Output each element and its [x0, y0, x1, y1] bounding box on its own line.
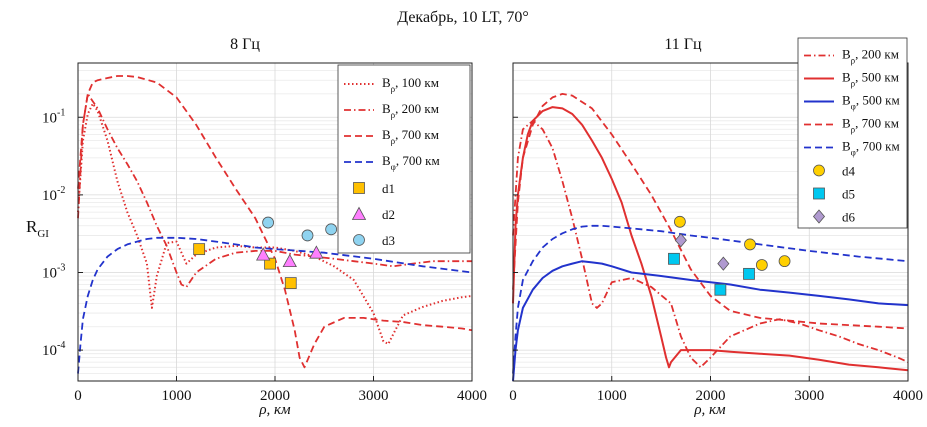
axis-ticks: 0 1000 2000 3000 4000 [509, 116, 923, 404]
x-axis-label: ρ, км [258, 402, 291, 418]
chart-title: 8 Гц [230, 36, 260, 53]
series-line-4 [512, 224, 909, 374]
marker-d5 [668, 252, 680, 265]
y-axis-label-sub: GI [37, 228, 49, 240]
series-line-0 [512, 119, 909, 369]
marker-d6 [717, 256, 730, 271]
x-tick-label: 4000 [893, 388, 923, 404]
marker-d1 [264, 257, 276, 270]
series-line-3 [77, 236, 473, 374]
legend-marker-d4 [813, 164, 825, 177]
marker-d1 [284, 277, 297, 290]
marker-d6 [674, 233, 687, 248]
series-line-1 [512, 106, 909, 372]
legend-marker-d3 [353, 234, 365, 246]
x-tick-label: 3000 [794, 388, 824, 404]
y-axis-label: RGI [26, 217, 49, 240]
marker-d4 [673, 215, 686, 228]
data-markers [668, 215, 791, 296]
figure-suptitle: Декабрь, 10 LT, 70° [397, 9, 529, 26]
legend-label: d1 [382, 181, 395, 196]
legend-label: Bφ, 500 км [842, 93, 900, 112]
chart-title: 11 Гц [664, 36, 702, 53]
marker-d3 [325, 223, 338, 236]
legend-label: Bρ, 700 км [842, 116, 899, 135]
x-axis-label: ρ, км [693, 402, 726, 418]
x-tick-label: 0 [509, 388, 517, 404]
legend-label: Bρ, 200 км [382, 101, 439, 120]
x-tick-label: 2000 [696, 388, 726, 404]
marker-d4 [755, 259, 768, 271]
legend: Bρ, 100 км Bρ, 200 км Bρ, 700 км Bφ, 700 км… [337, 64, 471, 254]
legend-label: d5 [842, 187, 855, 202]
y-tick-label: 10-1 [42, 107, 65, 126]
legend-label: Bρ, 500 км [842, 70, 899, 89]
legend-label: Bφ, 700 км [382, 153, 440, 172]
legend-label: d4 [842, 164, 856, 179]
marker-d5 [743, 267, 755, 280]
marker-d2 [256, 247, 271, 261]
x-tick-label: 1000 [162, 388, 192, 404]
y-tick-label: 10-2 [42, 185, 65, 204]
y-tick-label: 10-3 [42, 262, 65, 281]
marker-d2 [282, 253, 297, 268]
legend-label: d6 [842, 210, 856, 225]
legend-marker-d1 [353, 182, 365, 194]
marker-d1 [193, 243, 206, 256]
y-axis-label-main: R [26, 217, 38, 236]
x-tick-label: 4000 [457, 388, 487, 404]
legend-marker-d5 [813, 187, 825, 200]
legend-label: d3 [382, 233, 395, 248]
series-line-2 [512, 260, 909, 382]
chart-panel-8hz: 8 Гц 0 1000 2000 3000 4000 10-4 10-3 10-2 10-1 ρ… [26, 36, 487, 418]
legend: Bρ, 200 км Bρ, 500 км Bφ, 500 км Bρ, 700 км… [797, 37, 908, 229]
series-lines [77, 75, 473, 374]
series-line-2 [77, 75, 473, 369]
legend-label: Bρ, 100 км [382, 75, 439, 94]
x-tick-label: 1000 [597, 388, 627, 404]
x-tick-label: 0 [74, 388, 82, 404]
marker-d5 [714, 283, 727, 296]
series-line-3 [512, 93, 909, 330]
legend-label: Bρ, 700 км [382, 127, 439, 146]
series-line-1 [77, 93, 472, 288]
legend-box [337, 64, 471, 254]
data-markers [193, 216, 338, 290]
marker-d4 [744, 238, 756, 251]
marker-d3 [262, 216, 275, 229]
legend-marker-d2 [351, 206, 367, 220]
series-lines [512, 93, 909, 382]
y-tick-label: 10-4 [42, 340, 65, 359]
series-line-0 [77, 102, 473, 345]
marker-d4 [778, 255, 791, 268]
axis-ticks: 0 1000 2000 3000 4000 10-4 10-3 10-2 10-1 [42, 107, 487, 404]
marker-d2 [309, 245, 324, 259]
legend-marker-d6 [812, 209, 826, 224]
marker-d3 [301, 229, 314, 242]
x-tick-label: 2000 [260, 388, 290, 404]
legend-label: d2 [382, 207, 395, 222]
legend-label: Bρ, 200 км [842, 47, 899, 66]
x-tick-label: 3000 [359, 388, 389, 404]
chart-panel-11hz: 11 Гц 0 1000 2000 3000 4000 ρ, км Bρ, 200 км… [509, 36, 923, 418]
legend-label: Bφ, 700 км [842, 139, 900, 158]
